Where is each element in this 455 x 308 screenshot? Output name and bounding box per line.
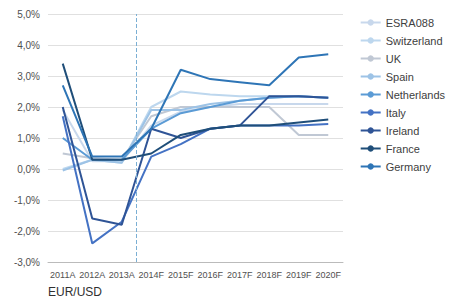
svg-text:5,0%: 5,0% [17, 9, 40, 20]
svg-text:2019F: 2019F [286, 270, 312, 280]
svg-text:2013A: 2013A [109, 270, 135, 280]
svg-text:Switzerland: Switzerland [386, 35, 443, 47]
svg-text:2020F: 2020F [315, 270, 341, 280]
svg-text:ESRA088: ESRA088 [386, 17, 434, 29]
svg-text:Spain: Spain [386, 71, 414, 83]
svg-text:Netherlands: Netherlands [386, 89, 446, 101]
svg-text:-2,0%: -2,0% [14, 226, 40, 237]
svg-text:2012A: 2012A [79, 270, 105, 280]
svg-text:2016F: 2016F [197, 270, 223, 280]
svg-text:Germany: Germany [386, 161, 432, 173]
svg-text:1,0%: 1,0% [17, 133, 40, 144]
svg-text:2,0%: 2,0% [17, 102, 40, 113]
svg-text:2017F: 2017F [227, 270, 253, 280]
svg-text:2015F: 2015F [168, 270, 194, 280]
svg-text:2011A: 2011A [50, 270, 75, 280]
svg-text:2014F: 2014F [138, 270, 164, 280]
svg-text:0,0%: 0,0% [17, 164, 40, 175]
svg-text:4,0%: 4,0% [17, 40, 40, 51]
svg-text:-1,0%: -1,0% [14, 195, 40, 206]
svg-text:EUR/USD: EUR/USD [48, 285, 102, 299]
svg-text:Ireland: Ireland [386, 125, 420, 137]
svg-text:2018F: 2018F [256, 270, 282, 280]
svg-text:Italy: Italy [386, 107, 407, 119]
svg-text:3,0%: 3,0% [17, 71, 40, 82]
svg-text:France: France [386, 143, 420, 155]
svg-text:-3,0%: -3,0% [14, 257, 40, 268]
svg-text:UK: UK [386, 53, 402, 65]
